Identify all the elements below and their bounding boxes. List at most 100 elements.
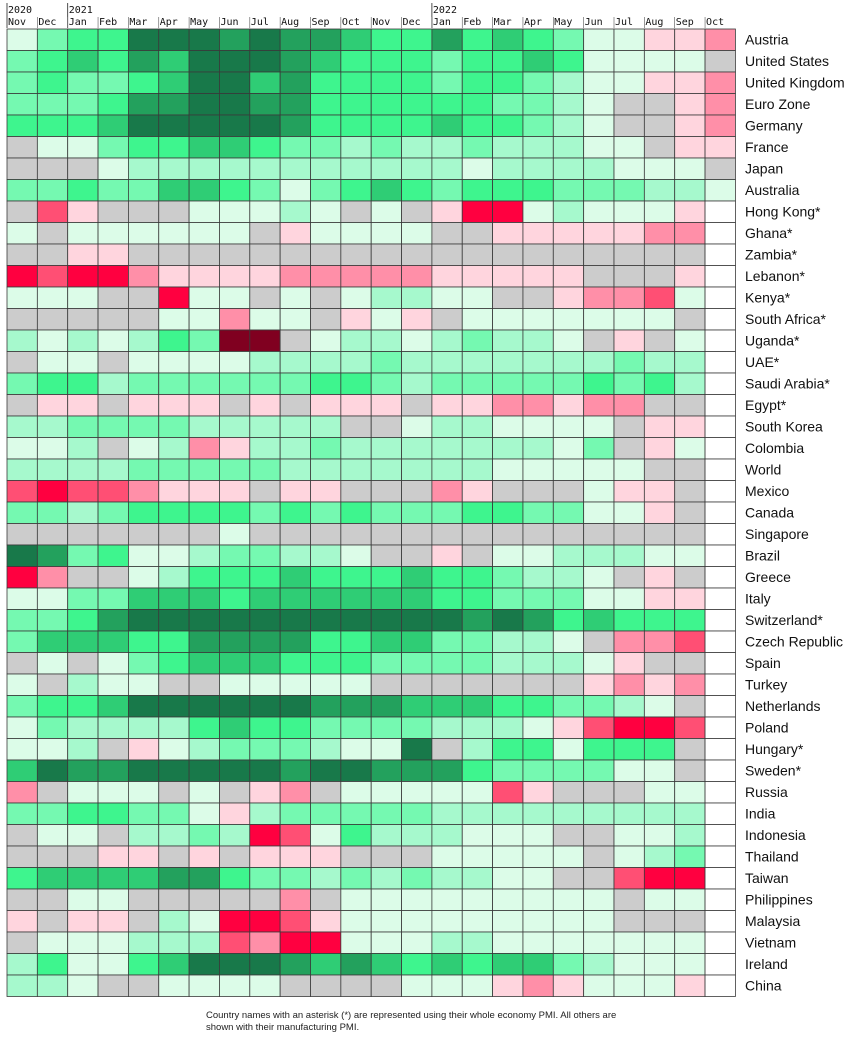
heatmap-cell: [583, 437, 615, 460]
heatmap-cell: [583, 931, 615, 954]
heatmap-cell: [522, 888, 554, 911]
heatmap-cell: [219, 910, 251, 933]
heatmap-cell: [643, 802, 676, 825]
heatmap-cell: [36, 523, 69, 546]
country-label: World: [745, 462, 781, 478]
heatmap-cell: [370, 630, 402, 653]
country-label: France: [745, 139, 789, 155]
heatmap-cell: [188, 222, 220, 245]
heatmap-cell: [340, 243, 372, 266]
heatmap-cell: [6, 738, 38, 761]
heatmap-cell: [461, 286, 494, 309]
heatmap-cell: [552, 93, 585, 116]
heatmap-cell: [340, 394, 372, 417]
heatmap-cell: [674, 329, 706, 352]
heatmap-cell: [310, 458, 342, 481]
heatmap-cell: [431, 587, 463, 610]
heatmap-cell: [249, 867, 281, 890]
heatmap-cell: [674, 652, 706, 675]
heatmap-cell: [67, 695, 99, 718]
heatmap-cell: [643, 136, 676, 159]
heatmap-cell: [97, 114, 129, 137]
heatmap-cell: [704, 329, 736, 352]
heatmap-cell: [583, 114, 615, 137]
heatmap-cell: [188, 630, 220, 653]
heatmap-cell: [6, 501, 38, 524]
heatmap-cell: [36, 458, 69, 481]
heatmap-cell: [522, 953, 554, 976]
heatmap-cell: [492, 372, 524, 395]
heatmap-cell: [522, 974, 554, 997]
heatmap-cell: [431, 286, 463, 309]
year-label: 2020: [8, 5, 32, 16]
heatmap-cell: [583, 845, 615, 868]
heatmap-cell: [97, 308, 129, 331]
heatmap-cell: [552, 179, 585, 202]
heatmap-cell: [401, 630, 433, 653]
heatmap-cell: [310, 308, 342, 331]
heatmap-cell: [127, 458, 160, 481]
heatmap-cell: [67, 544, 99, 567]
heatmap-cell: [219, 480, 251, 503]
heatmap-cell: [674, 673, 706, 696]
heatmap-cell: [36, 888, 69, 911]
heatmap-cell: [613, 265, 645, 288]
heatmap-cell: [461, 824, 494, 847]
heatmap-cell: [522, 652, 554, 675]
heatmap-cell: [583, 759, 615, 782]
heatmap-cell: [249, 415, 281, 438]
country-label: United States: [745, 53, 829, 69]
heatmap-cell: [340, 200, 372, 223]
heatmap-cell: [67, 415, 99, 438]
heatmap-cell: [310, 867, 342, 890]
heatmap-cell: [492, 265, 524, 288]
heatmap-cell: [219, 394, 251, 417]
heatmap-cell: [552, 28, 585, 51]
heatmap-cell: [340, 71, 372, 94]
heatmap-cell: [552, 716, 585, 739]
heatmap-cell: [704, 759, 736, 782]
heatmap-cell: [613, 910, 645, 933]
heatmap-cell: [704, 566, 736, 589]
heatmap-cell: [583, 738, 615, 761]
heatmap-cell: [279, 953, 311, 976]
heatmap-cell: [249, 953, 281, 976]
heatmap-cell: [36, 93, 69, 116]
heatmap-cell: [613, 544, 645, 567]
heatmap-cell: [97, 286, 129, 309]
heatmap-cell: [279, 910, 311, 933]
heatmap-cell: [370, 351, 402, 374]
heatmap-cell: [340, 566, 372, 589]
heatmap-cell: [36, 953, 69, 976]
heatmap-cell: [552, 824, 585, 847]
heatmap-cell: [492, 738, 524, 761]
heatmap-cell: [188, 480, 220, 503]
heatmap-cell: [188, 759, 220, 782]
heatmap-cell: [249, 265, 281, 288]
heatmap-cell: [127, 286, 160, 309]
heatmap-cell: [461, 93, 494, 116]
heatmap-cell: [97, 931, 129, 954]
heatmap-cell: [461, 867, 494, 890]
heatmap-cell: [370, 523, 402, 546]
heatmap-cell: [188, 609, 220, 632]
heatmap-cell: [583, 501, 615, 524]
heatmap-cell: [401, 415, 433, 438]
heatmap-cell: [219, 157, 251, 180]
heatmap-cell: [6, 630, 38, 653]
heatmap-cell: [613, 523, 645, 546]
heatmap-cell: [643, 974, 676, 997]
heatmap-cell: [188, 587, 220, 610]
heatmap-cell: [279, 28, 311, 51]
heatmap-cell: [522, 716, 554, 739]
heatmap-cell: [674, 953, 706, 976]
heatmap-cell: [552, 243, 585, 266]
heatmap-cell: [67, 329, 99, 352]
heatmap-cell: [613, 351, 645, 374]
heatmap-cell: [461, 351, 494, 374]
heatmap-cell: [613, 179, 645, 202]
heatmap-cell: [401, 93, 433, 116]
heatmap-cell: [158, 50, 190, 73]
country-label: Poland: [745, 720, 789, 736]
country-label: Australia: [745, 182, 800, 198]
